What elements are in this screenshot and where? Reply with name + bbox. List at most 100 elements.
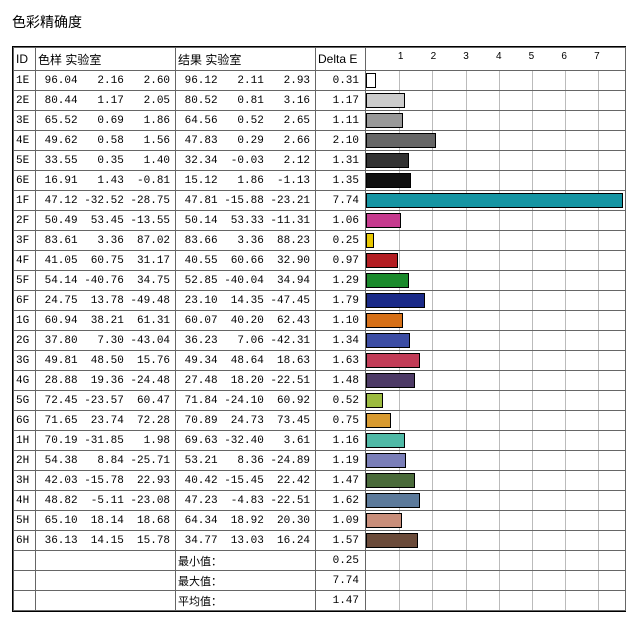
cell-result: 40.42 -15.45 22.42	[176, 471, 316, 491]
summary-row: 平均值：1.47	[14, 591, 626, 611]
summary-value: 1.47	[316, 591, 366, 611]
cell-delta: 1.62	[316, 491, 366, 511]
summary-blank	[36, 571, 176, 591]
table-row: 2F 50.49 53.45 -13.55 50.14 53.33 -11.31…	[14, 211, 626, 231]
cell-result: 49.34 48.64 18.63	[176, 351, 316, 371]
cell-sample: 41.05 60.75 31.17	[36, 251, 176, 271]
cell-result: 64.56 0.52 2.65	[176, 111, 316, 131]
cell-id: 3G	[14, 351, 36, 371]
cell-sample: 71.65 23.74 72.28	[36, 411, 176, 431]
cell-id: 5F	[14, 271, 36, 291]
cell-delta: 1.09	[316, 511, 366, 531]
delta-bar	[366, 313, 403, 328]
cell-bar	[366, 91, 626, 111]
cell-bar	[366, 391, 626, 411]
table-row: 1E 96.04 2.16 2.60 96.12 2.11 2.930.31	[14, 71, 626, 91]
cell-id: 1H	[14, 431, 36, 451]
table-row: 3E 65.52 0.69 1.86 64.56 0.52 2.651.11	[14, 111, 626, 131]
cell-delta: 1.63	[316, 351, 366, 371]
cell-delta: 0.31	[316, 71, 366, 91]
axis-tick: 7	[594, 51, 600, 62]
cell-bar	[366, 251, 626, 271]
cell-bar	[366, 471, 626, 491]
cell-id: 1E	[14, 71, 36, 91]
cell-bar	[366, 291, 626, 311]
cell-delta: 1.47	[316, 471, 366, 491]
cell-id: 4G	[14, 371, 36, 391]
delta-bar	[366, 373, 415, 388]
delta-bar	[366, 113, 403, 128]
cell-sample: 83.61 3.36 87.02	[36, 231, 176, 251]
delta-bar	[366, 253, 398, 268]
summary-label: 最大值：	[176, 571, 316, 591]
cell-bar	[366, 451, 626, 471]
cell-result: 32.34 -0.03 2.12	[176, 151, 316, 171]
cell-bar	[366, 511, 626, 531]
cell-sample: 72.45 -23.57 60.47	[36, 391, 176, 411]
delta-bar	[366, 73, 376, 88]
header-id: ID	[14, 48, 36, 71]
cell-id: 1F	[14, 191, 36, 211]
cell-sample: 48.82 -5.11 -23.08	[36, 491, 176, 511]
cell-sample: 49.81 48.50 15.76	[36, 351, 176, 371]
summary-chart-blank	[366, 551, 626, 571]
header-delta: Delta E	[316, 48, 366, 71]
cell-sample: 42.03 -15.78 22.93	[36, 471, 176, 491]
summary-blank	[14, 551, 36, 571]
cell-result: 36.23 7.06 -42.31	[176, 331, 316, 351]
cell-id: 3F	[14, 231, 36, 251]
cell-delta: 1.17	[316, 91, 366, 111]
cell-delta: 1.16	[316, 431, 366, 451]
cell-id: 1G	[14, 311, 36, 331]
cell-delta: 2.10	[316, 131, 366, 151]
cell-bar	[366, 151, 626, 171]
summary-label: 最小值：	[176, 551, 316, 571]
delta-bar	[366, 433, 405, 448]
cell-sample: 70.19 -31.85 1.98	[36, 431, 176, 451]
table-row: 3F 83.61 3.36 87.02 83.66 3.36 88.230.25	[14, 231, 626, 251]
cell-result: 60.07 40.20 62.43	[176, 311, 316, 331]
cell-bar	[366, 111, 626, 131]
cell-delta: 0.52	[316, 391, 366, 411]
table-row: 5G 72.45 -23.57 60.47 71.84 -24.10 60.92…	[14, 391, 626, 411]
cell-delta: 1.19	[316, 451, 366, 471]
table-row: 5H 65.10 18.14 18.68 64.34 18.92 20.301.…	[14, 511, 626, 531]
cell-bar	[366, 131, 626, 151]
cell-id: 6G	[14, 411, 36, 431]
cell-id: 5E	[14, 151, 36, 171]
delta-bar	[366, 353, 420, 368]
cell-sample: 16.91 1.43 -0.81	[36, 171, 176, 191]
cell-id: 5G	[14, 391, 36, 411]
cell-bar	[366, 231, 626, 251]
cell-result: 83.66 3.36 88.23	[176, 231, 316, 251]
cell-delta: 1.57	[316, 531, 366, 551]
table-row: 6H 36.13 14.15 15.78 34.77 13.03 16.241.…	[14, 531, 626, 551]
cell-delta: 7.74	[316, 191, 366, 211]
page-title: 色彩精确度	[12, 12, 628, 32]
cell-bar	[366, 491, 626, 511]
cell-sample: 54.38 8.84 -25.71	[36, 451, 176, 471]
cell-id: 3H	[14, 471, 36, 491]
delta-bar	[366, 133, 436, 148]
table-row: 2E 80.44 1.17 2.05 80.52 0.81 3.161.17	[14, 91, 626, 111]
cell-result: 69.63 -32.40 3.61	[176, 431, 316, 451]
cell-sample: 80.44 1.17 2.05	[36, 91, 176, 111]
cell-result: 53.21 8.36 -24.89	[176, 451, 316, 471]
cell-result: 47.81 -15.88 -23.21	[176, 191, 316, 211]
cell-bar	[366, 371, 626, 391]
accuracy-table-container: ID 色样 实验室 结果 实验室 Delta E 1234567 1E 96.0…	[12, 46, 626, 612]
cell-bar	[366, 171, 626, 191]
cell-id: 4H	[14, 491, 36, 511]
cell-bar	[366, 351, 626, 371]
summary-blank	[36, 551, 176, 571]
axis-tick: 4	[496, 51, 502, 62]
cell-delta: 1.35	[316, 171, 366, 191]
table-row: 2G 37.80 7.30 -43.04 36.23 7.06 -42.311.…	[14, 331, 626, 351]
delta-bar	[366, 213, 401, 228]
cell-id: 4F	[14, 251, 36, 271]
cell-bar	[366, 211, 626, 231]
cell-id: 2F	[14, 211, 36, 231]
cell-delta: 1.34	[316, 331, 366, 351]
header-sample: 色样 实验室	[36, 48, 176, 71]
cell-bar	[366, 191, 626, 211]
